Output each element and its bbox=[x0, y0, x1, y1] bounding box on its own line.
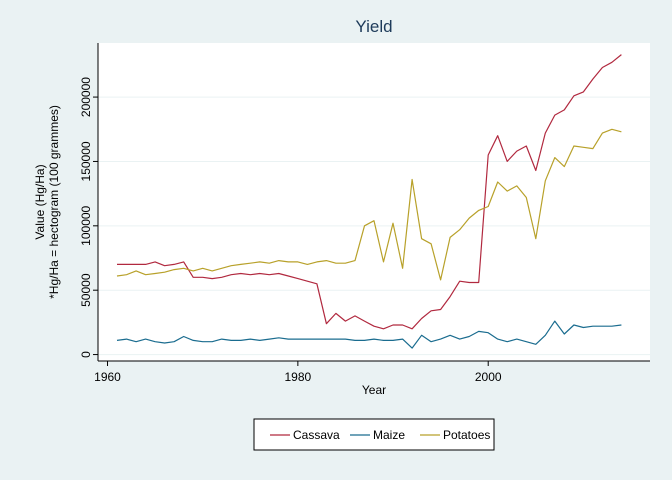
series-line-maize bbox=[116, 320, 622, 349]
y-tick-label: 150000 bbox=[79, 141, 93, 181]
grid-lines bbox=[98, 96, 650, 356]
axis-ticks: 1960 1980 2000 0 50000 100000 150000 200000 bbox=[79, 77, 502, 384]
legend-label-potatoes: Potatoes bbox=[443, 428, 490, 442]
y-axis-title-line1: Value (Hg/Ha) bbox=[33, 164, 47, 239]
y-tick-label: 100000 bbox=[79, 205, 93, 245]
y-tick-label: 50000 bbox=[79, 273, 93, 307]
series-line-cassava bbox=[117, 54, 622, 330]
series-line-potatoes bbox=[116, 128, 622, 281]
x-tick-label: 2000 bbox=[475, 370, 502, 384]
x-axis-title: Year bbox=[362, 383, 386, 397]
x-tick-label: 1980 bbox=[285, 370, 312, 384]
plot-area bbox=[98, 43, 650, 361]
legend-box bbox=[253, 418, 495, 451]
y-tick-label: 200000 bbox=[79, 77, 93, 117]
x-tick-label: 1960 bbox=[94, 370, 121, 384]
legend: Cassava Maize Potatoes bbox=[270, 428, 490, 442]
y-tick-label: 0 bbox=[79, 351, 93, 358]
legend-label-maize: Maize bbox=[373, 428, 405, 442]
series-lines bbox=[116, 54, 622, 349]
legend-label-cassava: Cassava bbox=[293, 428, 340, 442]
chart-title: Yield bbox=[355, 17, 392, 36]
y-axis-title-line2: *Hg/Ha = hectogram (100 grammes) bbox=[47, 105, 61, 299]
